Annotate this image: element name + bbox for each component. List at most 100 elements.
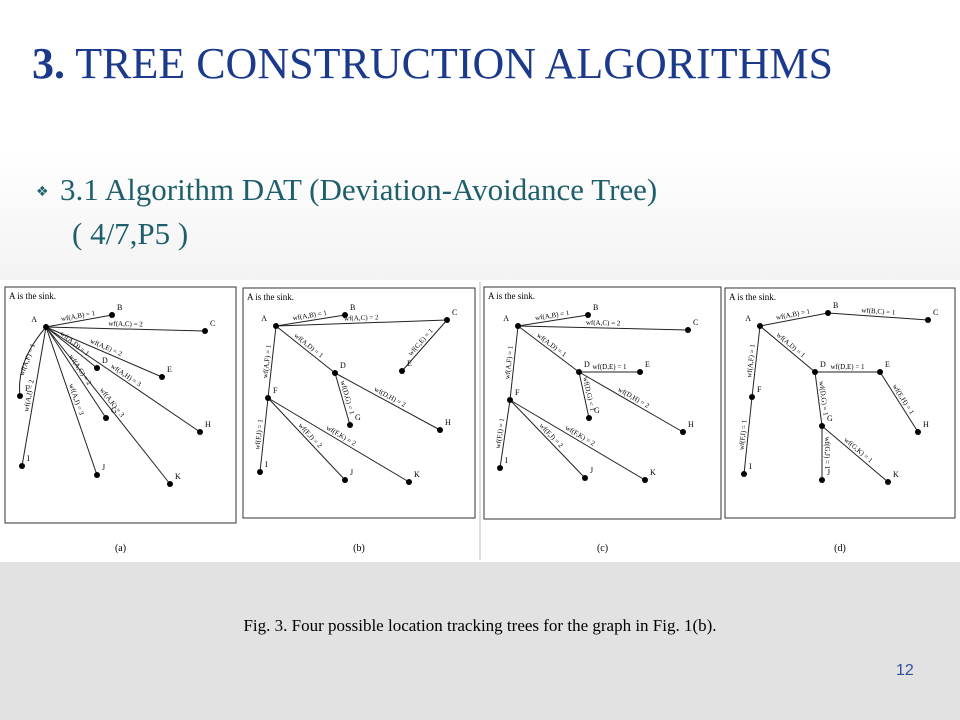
node (582, 475, 588, 481)
edge (759, 312, 829, 327)
edge (45, 326, 171, 485)
node (19, 463, 25, 469)
node (749, 394, 755, 400)
node (332, 370, 338, 376)
panel-label: (a) (115, 543, 126, 554)
edge (499, 399, 511, 469)
edge (267, 325, 277, 399)
node-label: K (414, 470, 420, 479)
slide-title: 3. TREE CONSTRUCTION ALGORITHMS (32, 38, 833, 89)
node (94, 365, 100, 371)
node (159, 374, 165, 380)
node-label: C (933, 308, 938, 317)
node (586, 415, 592, 421)
edge (259, 397, 269, 473)
panel-note: A is the sink. (247, 292, 294, 302)
edge (578, 371, 590, 419)
node (680, 429, 686, 435)
edge (45, 326, 201, 433)
edge (275, 325, 336, 374)
node (585, 312, 591, 318)
node (925, 317, 931, 323)
edge (334, 372, 351, 426)
edge (45, 326, 206, 332)
node-label: B (593, 303, 598, 312)
node-label: H (923, 420, 929, 429)
edge (45, 314, 113, 328)
edge (275, 319, 448, 327)
node-label: J (102, 463, 105, 472)
node-label: J (590, 466, 593, 475)
edge-label: wf(A,F) = 1 (261, 344, 273, 379)
node-label: K (175, 472, 181, 481)
node-label: C (210, 319, 215, 328)
edge (509, 399, 586, 479)
node-label: G (594, 406, 600, 415)
node-label: I (505, 456, 508, 465)
node (497, 465, 503, 471)
node-label: F (515, 388, 520, 397)
node-label: F (273, 386, 278, 395)
panel-label: (d) (834, 543, 846, 554)
edge (401, 319, 448, 372)
node-label: I (749, 462, 752, 471)
node (273, 323, 279, 329)
edge (814, 371, 823, 427)
node-label: E (167, 365, 172, 374)
edge-label: wf(A,F) = 1 (503, 345, 515, 380)
node (825, 310, 831, 316)
node (43, 324, 49, 330)
node (877, 369, 883, 375)
node (757, 323, 763, 329)
panel-label: (b) (353, 543, 365, 554)
node (167, 481, 173, 487)
edge (743, 396, 753, 475)
node-label: A (261, 314, 267, 323)
edge (578, 371, 684, 433)
node (819, 477, 825, 483)
node-label: F (25, 384, 30, 393)
edge (827, 312, 929, 321)
node-label: G (827, 414, 833, 423)
node-label: A (31, 315, 37, 324)
node (819, 423, 825, 429)
node (437, 427, 443, 433)
figure-caption: Fig. 3. Four possible location tracking … (243, 616, 717, 635)
panel-frame (242, 287, 476, 519)
node (642, 477, 648, 483)
edge (45, 326, 98, 369)
panel-note: A is the sink. (9, 291, 56, 301)
edge-label: wf(F,I) = 1 (253, 418, 264, 450)
edge (45, 326, 163, 378)
node-label: E (645, 360, 650, 369)
node-label: C (693, 318, 698, 327)
panel-note: A is the sink. (729, 292, 776, 302)
edge (751, 325, 761, 398)
node (637, 369, 643, 375)
node-label: B (117, 303, 122, 312)
panel-label: (c) (597, 543, 608, 554)
node-label: G (355, 413, 361, 422)
node-label: H (205, 420, 211, 429)
node-label: I (27, 454, 30, 463)
node (741, 471, 747, 477)
node (94, 472, 100, 478)
node-label: C (452, 308, 457, 317)
node-label: A (745, 314, 751, 323)
node-label: E (885, 360, 890, 369)
bullet-reference: ( 4/7,P5 ) (72, 216, 189, 251)
node (197, 429, 203, 435)
node-label: I (265, 460, 268, 469)
lower-band (0, 560, 960, 720)
edge (509, 399, 646, 481)
node (515, 323, 521, 329)
edge (21, 326, 47, 467)
node-label: D (584, 360, 590, 369)
node-label: K (893, 470, 899, 479)
node (885, 479, 891, 485)
node (342, 477, 348, 483)
node (576, 369, 582, 375)
bullet-text: 3.1 Algorithm DAT (Deviation-Avoidance T… (60, 172, 658, 207)
edge-label: wf(G,J) = 1 (823, 437, 831, 470)
